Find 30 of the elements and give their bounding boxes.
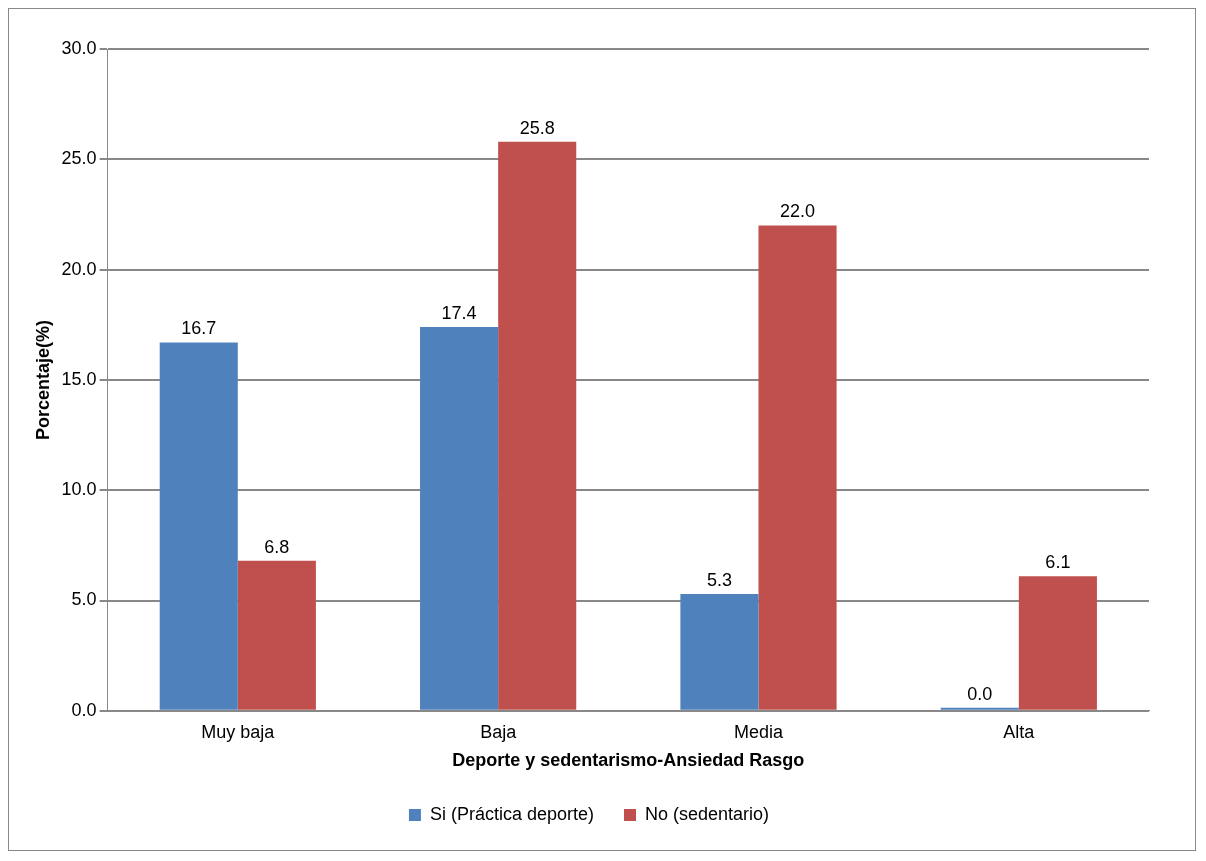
bar — [758, 225, 837, 710]
data-label: 25.8 — [519, 117, 555, 138]
bar — [420, 326, 499, 710]
y-tick-label: 0.0 — [71, 699, 97, 720]
x-tick-label: Muy baja — [201, 721, 276, 742]
data-label: 0.0 — [967, 683, 993, 704]
y-tick-label: 5.0 — [71, 589, 97, 610]
legend-label: No (sedentario) — [645, 803, 770, 824]
data-label: 5.3 — [706, 569, 732, 590]
y-tick-label: 10.0 — [61, 479, 97, 500]
bar — [237, 560, 316, 710]
data-label: 6.1 — [1045, 552, 1071, 573]
y-axis-title: Porcentaje(%) — [32, 319, 53, 440]
bar — [680, 593, 759, 710]
x-tick-label: Alta — [1003, 721, 1036, 742]
bar — [498, 141, 577, 710]
x-axis-title: Deporte y sedentarismo-Ansiedad Rasgo — [452, 750, 805, 771]
y-tick-label: 15.0 — [61, 368, 97, 389]
y-tick-label: 25.0 — [61, 148, 97, 169]
data-label: 16.7 — [181, 318, 217, 339]
data-label: 17.4 — [441, 302, 477, 323]
y-tick-label: 30.0 — [61, 37, 97, 58]
x-tick-label: Media — [733, 721, 784, 742]
y-tick-label: 20.0 — [61, 258, 97, 279]
data-label: 6.8 — [264, 536, 290, 557]
data-label: 22.0 — [780, 201, 816, 222]
legend-label: Si (Práctica deporte) — [429, 803, 595, 824]
bar — [159, 342, 238, 710]
bar — [1018, 576, 1097, 710]
x-tick-label: Baja — [480, 721, 518, 742]
